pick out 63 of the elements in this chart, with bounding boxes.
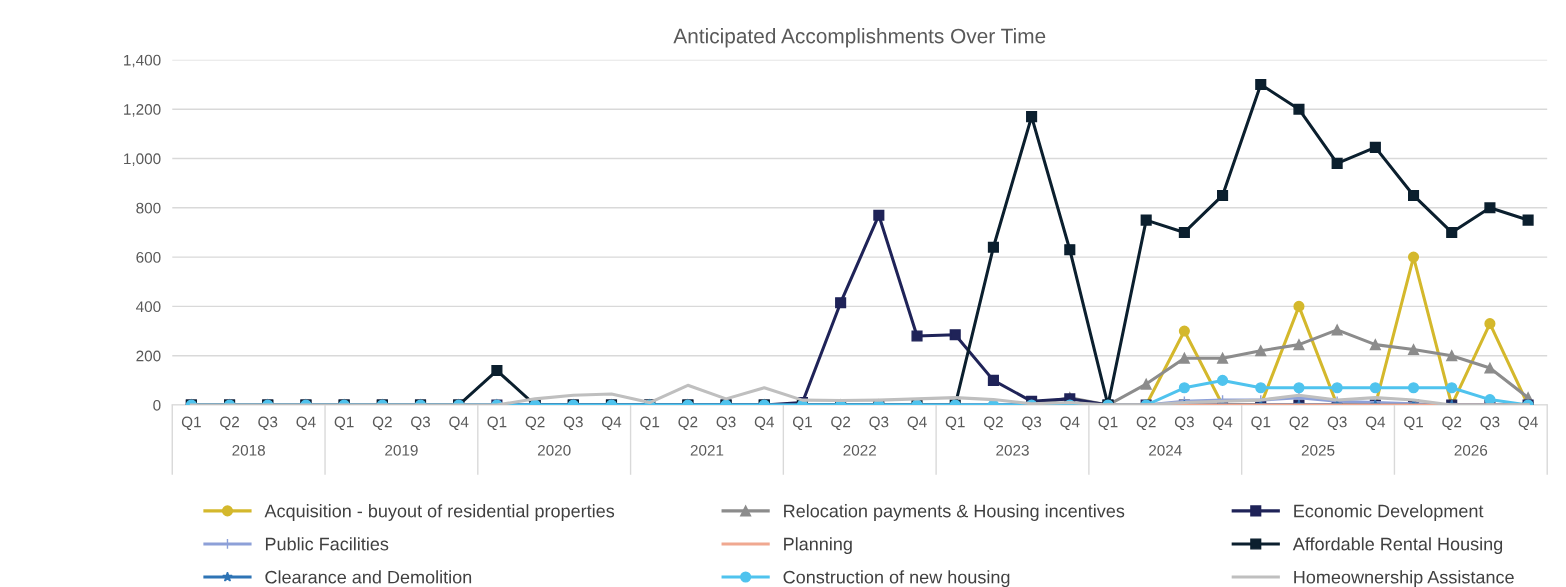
x-tick-label: Q1 (334, 416, 354, 431)
y-tick-label: 800 (136, 202, 161, 214)
x-tick-label: Q3 (411, 416, 431, 431)
legend-label: Affordable Rental Housing (1292, 537, 1503, 555)
x-tick-label: Q2 (220, 416, 239, 431)
text: 2021 (690, 444, 724, 456)
x-tick-label: Q3 (716, 416, 736, 431)
y-tick-label: 1,200 (124, 104, 161, 117)
y-tick-label: 200 (136, 350, 161, 362)
y-tick-label: 600 (136, 251, 161, 263)
x-tick-label: Q1 (181, 416, 201, 431)
x-tick-label: Q3 (563, 416, 583, 431)
y-tick-label: 1,000 (124, 153, 161, 166)
x-tick-label: Q2 (525, 416, 545, 431)
text: 2025 (1301, 444, 1335, 456)
x-tick-label: Q1 (1098, 416, 1118, 431)
text: 2019 (385, 444, 418, 456)
x-tick-label: Q1 (1251, 416, 1271, 431)
x-tick-label: Q1 (792, 416, 812, 431)
x-tick-label: Q4 (1365, 416, 1386, 431)
x-tick-label: Q1 (487, 416, 507, 431)
y-tick-label: 400 (136, 301, 161, 313)
x-tick-label: Q4 (602, 416, 622, 431)
text: 2020 (537, 444, 571, 456)
x-tick-label: Q1 (640, 416, 660, 431)
y-tick-label: 1,400 (124, 54, 161, 68)
text: 2023 (996, 444, 1029, 456)
legend-label: Construction of new housing (783, 570, 1010, 587)
x-tick-label: Q4 (1518, 416, 1538, 431)
x-tick-label: Q2 (831, 416, 851, 431)
x-tick-label: Q2 (1136, 416, 1156, 431)
x-tick-label: Q1 (1404, 416, 1423, 431)
x-tick-label: Q4 (1060, 416, 1080, 431)
text: 2018 (232, 444, 265, 456)
text: 2026 (1454, 444, 1488, 456)
legend-label: Economic Development (1294, 504, 1484, 521)
x-tick-label: Q3 (1327, 416, 1347, 431)
x-tick-label: Q3 (1174, 416, 1194, 431)
text: 2022 (843, 444, 876, 456)
x-tick-label: Q3 (869, 416, 889, 431)
legend-label: Acquisition - buyout of residential properties (264, 504, 615, 521)
x-tick-label: Q4 (449, 416, 469, 431)
x-tick-label: Q3 (1022, 416, 1042, 431)
legend-label: Relocation payments & Housing incentives (784, 504, 1125, 521)
legend-label: Homeownership Assistance (1294, 570, 1514, 587)
x-tick-label: Q2 (678, 416, 698, 431)
x-tick-label: Q2 (1289, 416, 1309, 431)
x-tick-label: Q2 (983, 416, 1003, 431)
x-tick-label: Q4 (907, 416, 927, 431)
y-tick-label: 0 (153, 399, 161, 411)
chart-title: Anticipated Accomplishments Over Time (673, 28, 1046, 48)
x-tick-label: Q4 (754, 416, 774, 431)
x-tick-label: Q3 (258, 416, 278, 431)
x-tick-label: Q4 (1213, 416, 1233, 431)
legend-label: Public Facilities (265, 537, 389, 551)
legend-label: Clearance and Demolition (265, 570, 472, 584)
x-tick-label: Q4 (296, 416, 316, 431)
x-tick-label: Q2 (372, 416, 392, 431)
text: 2024 (1149, 444, 1182, 456)
x-tick-label: Q1 (945, 416, 965, 431)
legend-label: Planning (784, 537, 852, 555)
x-tick-label: Q2 (1442, 416, 1462, 431)
x-tick-label: Q3 (1480, 416, 1500, 431)
